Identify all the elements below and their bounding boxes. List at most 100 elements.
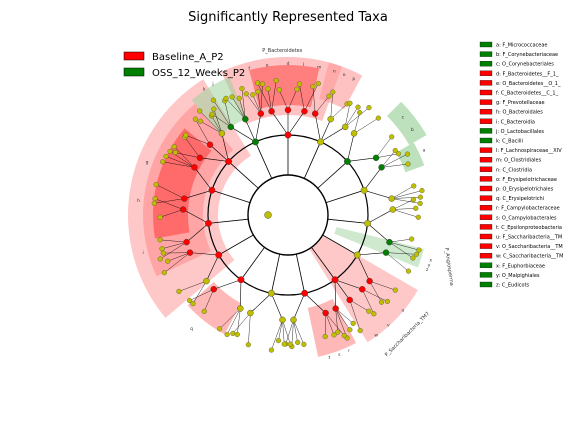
branch [174,146,195,168]
sector-letter: i [142,250,143,256]
node [179,206,187,213]
leaf-node [224,331,230,338]
leaf-node [275,338,282,344]
branch [192,280,207,304]
node [341,123,349,131]
node [181,195,188,202]
branch [363,189,392,199]
node [317,138,324,146]
branch [228,161,259,189]
node [386,238,393,246]
sector-letter: f [248,66,250,72]
sector-letter: q [190,327,193,332]
key-swatch [479,243,493,249]
branch [160,242,187,260]
sector-corynebacteriales [386,101,427,145]
leaf-node [417,200,423,206]
branch [231,96,246,120]
branch [320,126,346,143]
leaf-node [384,298,390,304]
branch [325,312,335,335]
leaf-node [273,77,279,84]
key-swatch [479,195,493,201]
node [378,164,385,171]
branch [293,293,305,320]
branch [392,208,416,210]
leaf-node [223,95,229,101]
branch [278,319,283,341]
key-entry: q: C_Erysipelotrichi [496,196,544,202]
leaf-node [415,214,421,220]
branch [327,218,368,224]
branch [271,293,283,320]
key-swatch [479,80,493,86]
branch [293,319,298,343]
sector-letter: p [352,77,355,82]
node [388,195,395,202]
branch [325,312,345,336]
key-entry: s: O_Campylobacterales [496,215,557,221]
leaf-node [161,270,167,276]
leaf-node [265,86,271,92]
node [350,130,358,137]
leaf-node [310,83,316,90]
branch [224,100,232,127]
leaf-node [347,327,353,333]
key-entry: k: C_Bacilli [496,139,523,145]
leaf-node [159,246,165,252]
branch [279,89,289,111]
branch [369,280,396,291]
branch [164,252,191,273]
leaf-node [409,236,415,242]
node [186,249,194,256]
key-entry: l: F_Lachnospiraceae__XIV [496,148,562,154]
node [301,289,309,297]
node [237,305,244,312]
sector-letter: d [287,61,290,67]
sector-letter: u [401,308,404,313]
branch [344,103,351,127]
branch [270,254,281,294]
branch [267,88,272,112]
key-swatch [479,128,493,134]
branch [335,308,354,324]
branch [334,279,336,309]
branch [369,280,382,303]
leaf-node [245,342,251,348]
branch [291,319,294,347]
root-ring [247,174,329,256]
branch [160,209,184,218]
leaf-node [413,205,419,211]
branch [334,279,350,301]
branch [271,111,289,136]
sector-letter: m [317,65,321,70]
key-swatch [479,157,493,163]
sector-letter: a [423,149,426,154]
branch [317,161,348,189]
branch [218,234,254,256]
node [372,154,380,162]
leaf-node [357,328,363,334]
branch [184,137,201,158]
leaf-node [239,86,245,92]
leaf-node [287,341,293,347]
branch [204,289,214,312]
node [322,309,329,317]
branch [335,308,348,339]
leaf-node [243,91,249,97]
key-entry: b: F_Corynebacteriaceae [496,52,558,58]
sector-letter: b [411,127,414,133]
leaf-node [411,183,417,189]
node [279,316,286,324]
branch [349,299,369,312]
key-entry: d: F_Bacteroidetes__F_1_ [496,71,559,77]
key-entry: f: C_Bacteroidetes__C_1_ [496,91,559,97]
branch [211,115,223,134]
leaf-node [250,92,256,98]
key-swatch [479,41,493,48]
branch [178,280,207,292]
node [353,251,361,259]
branch [389,242,413,259]
leaf-node [255,89,261,95]
branch [314,113,321,142]
